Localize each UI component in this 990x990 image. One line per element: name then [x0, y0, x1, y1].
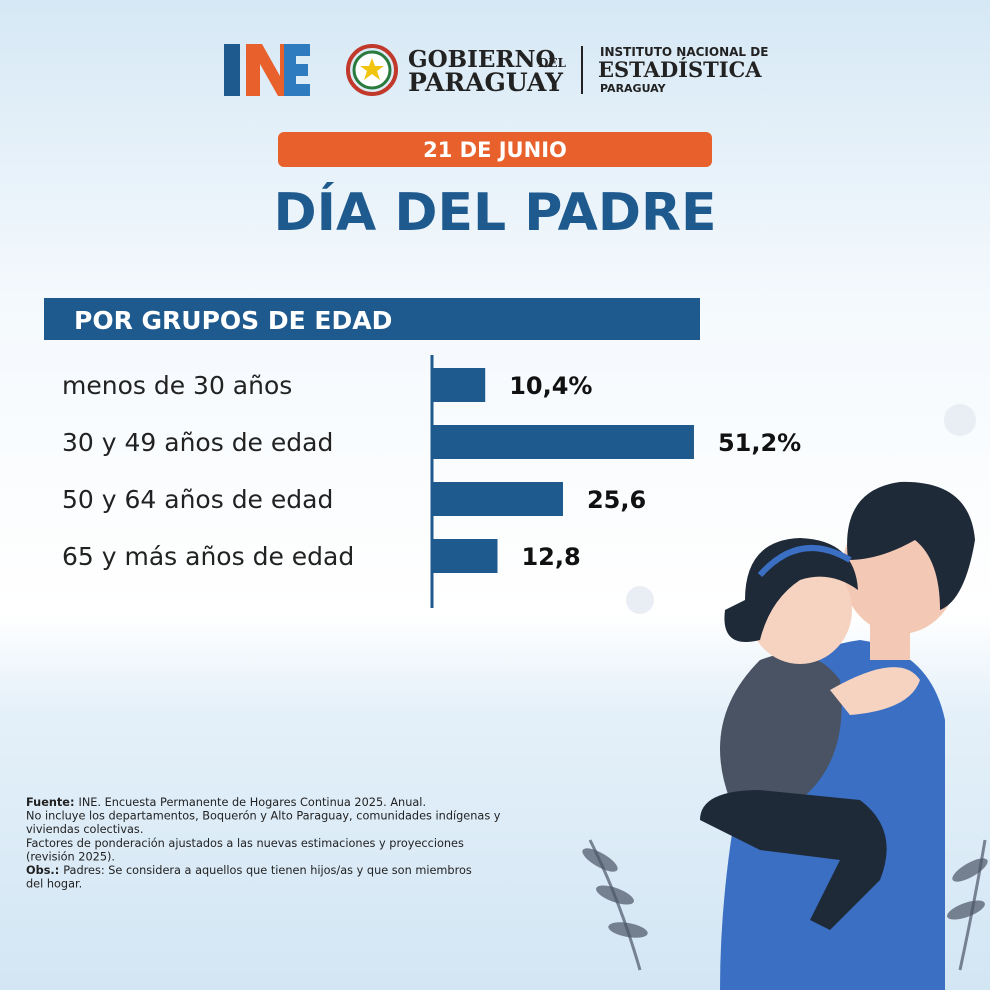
footnote-text: INE. Encuesta Permanente de Hogares Cont… — [78, 796, 426, 809]
footnote: del hogar. — [26, 878, 82, 891]
gov-del: DEL — [538, 56, 567, 70]
footnote: (revisión 2025). — [26, 850, 115, 863]
bar — [432, 425, 694, 459]
footnote: Obs.: Padres: Se considera a aquellos que… — [26, 864, 472, 877]
footnote-label: Obs.: — [26, 864, 59, 877]
chart-subtitle: POR GRUPOS DE EDAD — [74, 306, 392, 335]
footnote-text: (revisión 2025). — [26, 850, 115, 863]
father-child-illustration — [582, 404, 988, 990]
bar — [432, 482, 563, 516]
category-label: 30 y 49 años de edad — [62, 428, 333, 457]
footnote: No incluye los departamentos, Boquerón y… — [26, 810, 501, 823]
category-label: 65 y más años de edad — [62, 542, 354, 571]
footnote: Factores de ponderación ajustados a las … — [26, 837, 464, 850]
footnote-label: Fuente: — [26, 796, 74, 809]
footnote: viviendas colectivas. — [26, 823, 143, 836]
footnote-text: viviendas colectivas. — [26, 823, 143, 836]
subtitle-banner — [44, 298, 700, 340]
coat-of-arms — [346, 44, 398, 96]
footnote-text: Padres: Se considera a aquellos que tien… — [63, 864, 472, 877]
gov-line1: GOBIERNO — [408, 46, 556, 73]
footnote: Fuente: INE. Encuesta Permanente de Hogar… — [26, 796, 426, 809]
value-label: 25,6 — [587, 486, 646, 514]
date-banner — [278, 132, 712, 167]
ine-logo — [224, 44, 310, 96]
bar — [432, 368, 486, 402]
gov-line2: PARAGUAY — [408, 68, 564, 97]
footnote-text: No incluye los departamentos, Boquerón y… — [26, 810, 501, 823]
chart-title: DÍA DEL PADRE — [273, 182, 716, 243]
footnote-text: Factores de ponderación ajustados a las … — [26, 837, 464, 850]
inst-line3: PARAGUAY — [600, 82, 667, 95]
bar — [432, 539, 498, 573]
inst-line1: INSTITUTO NACIONAL DE — [600, 45, 768, 59]
footnote-text: del hogar. — [26, 878, 82, 891]
date: 21 DE JUNIO — [423, 138, 567, 162]
value-label: 12,8 — [521, 543, 580, 571]
category-label: 50 y 64 años de edad — [62, 485, 333, 514]
value-label: 10,4% — [509, 372, 592, 400]
category-label: menos de 30 años — [62, 371, 292, 400]
inst-line2: ESTADÍSTICA — [598, 57, 762, 82]
value-label: 51,2% — [718, 429, 801, 457]
